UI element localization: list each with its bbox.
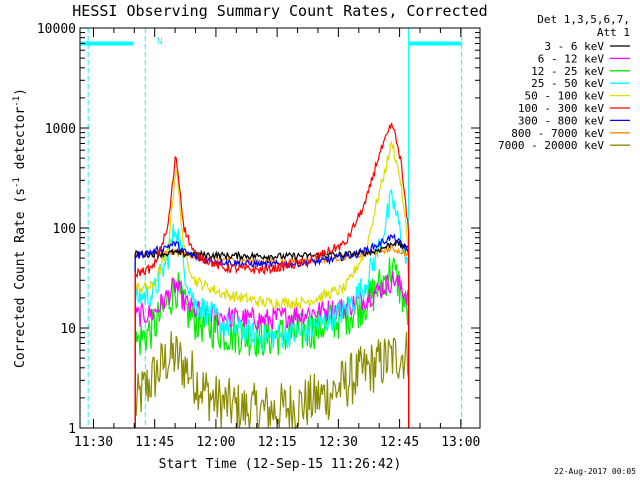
y-tick-label: 1000: [45, 122, 76, 137]
x-tick-label: 12:00: [196, 435, 235, 450]
legend-label: 12 - 25 keV: [531, 65, 604, 78]
series-line-8: [134, 331, 410, 431]
y-label-sup2: -1: [12, 96, 22, 107]
series-line-3: [134, 189, 410, 428]
legend-label: 3 - 6 keV: [544, 40, 604, 53]
legend-label: 100 - 300 keV: [518, 102, 604, 115]
series-line-6: [134, 233, 410, 428]
series-line-5: [134, 122, 410, 428]
plot-frame: [79, 27, 481, 429]
y-label-sup1: -1: [12, 177, 22, 188]
legend-label: 6 - 12 keV: [538, 52, 605, 65]
y-tick-label: 1: [68, 422, 76, 437]
legend-label: 25 - 50 keV: [531, 77, 604, 90]
y-label-end: ): [13, 88, 28, 96]
x-tick-label: 12:45: [380, 435, 419, 450]
series-line-2: [134, 256, 410, 428]
x-tick-label: 12:30: [319, 435, 358, 450]
x-tick-label: 11:45: [135, 435, 174, 450]
y-tick-label: 10: [60, 322, 76, 337]
legend-label: 300 - 800 keV: [518, 114, 604, 127]
y-tick-label: 10000: [37, 22, 76, 37]
series-layer: [134, 122, 410, 431]
x-tick-label: 12:15: [258, 435, 297, 450]
x-tick-label: 11:30: [74, 435, 113, 450]
chart-title: HESSI Observing Summary Count Rates, Cor…: [72, 2, 487, 20]
y-tick-label: 100: [53, 222, 76, 237]
axis-layer: 10000 1000 100 10 111:30 11:45 12:00 12:15 12:30…: [37, 22, 481, 450]
y-label-mid: detector: [13, 107, 28, 178]
timestamp: 22-Aug-2017 00:05: [554, 467, 636, 476]
x-tick-label: 13:00: [441, 435, 480, 450]
legend-label: 800 - 7000 keV: [511, 127, 604, 140]
legend-header-line-2: Att 1: [597, 26, 630, 39]
y-axis-label: Corrected Count Rate (s-1 detector-1): [12, 88, 28, 368]
x-axis-label: Start Time (12-Sep-15 11:26:42): [159, 457, 402, 472]
flag-label: N: [157, 37, 162, 47]
legend-label: 50 - 100 keV: [525, 90, 605, 103]
legend-label: 7000 - 20000 keV: [498, 139, 604, 152]
y-label-main: Corrected Count Rate (s: [13, 188, 28, 368]
legend-header-line-1: Det 1,3,5,6,7,: [537, 13, 630, 26]
